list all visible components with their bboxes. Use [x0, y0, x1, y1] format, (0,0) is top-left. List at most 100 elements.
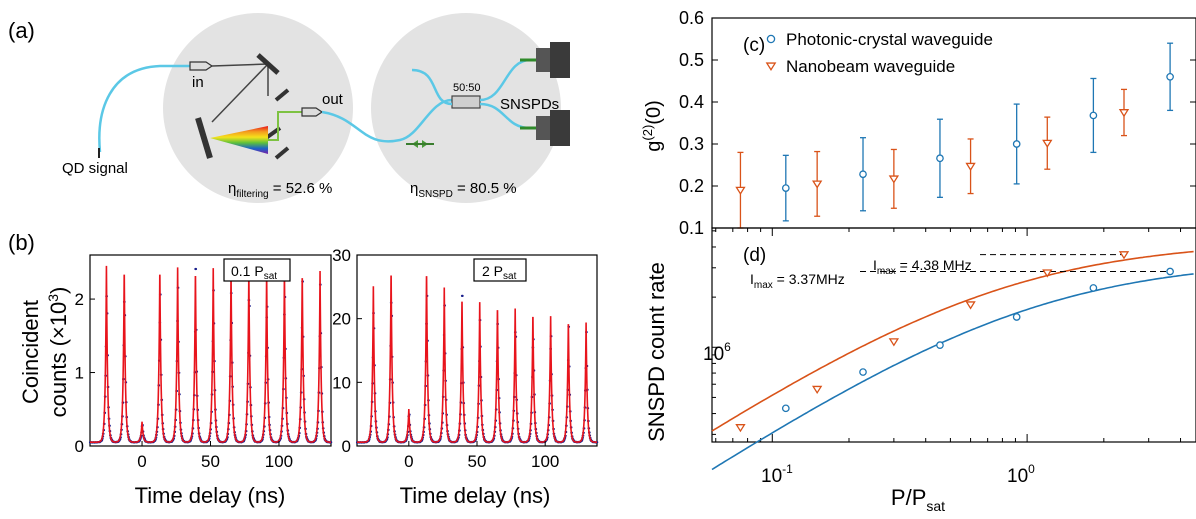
x-tick-label: 100	[531, 452, 559, 471]
data-point	[888, 338, 900, 347]
data-point	[965, 301, 976, 310]
y-tick-label: 0.4	[679, 92, 704, 112]
grating	[195, 117, 213, 159]
data-point	[936, 154, 944, 163]
b-right-plot: 0 50 100 0 10 20 30	[332, 246, 599, 471]
data-point	[735, 186, 746, 196]
output-collimator	[301, 107, 324, 117]
d-xlabel: P/Psat	[891, 485, 945, 514]
panel-a: (a) QD signal in	[8, 13, 570, 203]
data-point	[1118, 251, 1130, 260]
data-point	[1012, 313, 1021, 321]
y-tick-label: 0.3	[679, 134, 704, 154]
legend-label: Nanobeam waveguide	[786, 57, 955, 76]
c-plot: 0.1 0.2 0.3 0.4 0.5 0.6	[679, 8, 1196, 238]
input-collimator	[189, 61, 214, 71]
panel-label-b: (b)	[8, 230, 35, 255]
legend-marker	[766, 34, 776, 44]
y-tick-label: 2	[75, 290, 84, 309]
x-tick-label: 50	[468, 452, 487, 471]
d-xtick-1e-1: 10-1	[761, 462, 793, 487]
b-left-xlabel: Time delay (ns)	[135, 483, 286, 508]
x-tick-label: 0	[404, 452, 413, 471]
snspd-detector-bottom	[536, 110, 570, 146]
plot-frame	[711, 227, 1196, 443]
y-tick-label: 0	[342, 437, 351, 456]
data-point	[1166, 267, 1174, 276]
mirror-right-upper	[274, 88, 290, 102]
y-tick-label: 1	[75, 364, 84, 383]
data-point	[1089, 284, 1098, 292]
b-ylabel-line1: Coincident	[18, 300, 43, 404]
in-label: in	[192, 74, 204, 91]
data-point	[1089, 111, 1098, 120]
y-tick-label: 10	[332, 373, 351, 392]
b-left-power-box: 0.1 Psat	[223, 258, 291, 282]
fiber-connector	[412, 140, 428, 148]
data-point	[1166, 72, 1174, 81]
x-tick-label: 0	[137, 452, 146, 471]
d-ylabel: SNSPD count rate	[644, 262, 669, 442]
y-tick-label: 0.6	[679, 8, 704, 28]
imax-nb-annotation: Imax = 4.38 MHz	[873, 257, 972, 277]
svg-text:0.1 Psat: 0.1 Psat	[231, 263, 277, 282]
data-point	[888, 175, 900, 184]
legend-marker	[765, 62, 777, 72]
b-ylabel-line2: counts (×103)	[45, 287, 71, 418]
y-tick-label: 20	[332, 310, 351, 329]
data-point	[811, 385, 823, 395]
d-xtick-1e0: 100	[1007, 462, 1035, 487]
legend-label: Photonic-crystal waveguide	[786, 30, 993, 49]
fit-curve	[711, 273, 1194, 471]
imax-pc-annotation: Imax = 3.37MHz	[750, 271, 845, 291]
splitter-label: 50:50	[453, 82, 481, 94]
splitter-input-b	[411, 68, 453, 106]
panel-label-c: (c)	[743, 35, 765, 56]
d-plot	[711, 227, 1196, 471]
filtered-beam	[268, 111, 302, 141]
fit-curve	[711, 250, 1194, 432]
mirror-right-lower	[274, 146, 290, 160]
qd-signal-label: QD signal	[62, 160, 128, 177]
panel-label-d: (d)	[743, 245, 766, 266]
c-ylabel: g(2)(0)	[640, 100, 665, 151]
histogram-fit	[90, 265, 332, 443]
output-fiber	[321, 98, 453, 143]
y-tick-label: 0.2	[679, 176, 704, 196]
panel-label-a: (a)	[8, 18, 35, 43]
dispersed-spectrum	[210, 126, 268, 154]
snspds-label: SNSPDs	[500, 96, 559, 113]
filter-stage-circle	[163, 13, 353, 203]
data-point	[859, 170, 867, 179]
input-fiber	[98, 64, 190, 153]
mirror-top	[256, 53, 280, 75]
data-point	[781, 184, 790, 192]
svg-text:2 Psat: 2 Psat	[482, 263, 517, 282]
histogram-fit	[357, 275, 597, 443]
data-point	[936, 341, 944, 349]
d-ytick-1e6: 106	[703, 340, 731, 365]
data-point	[781, 404, 790, 413]
y-tick-label: 30	[332, 246, 351, 265]
beam-splitter	[451, 95, 481, 109]
snspd-detector-top	[536, 42, 570, 78]
panel-c: 0.1 0.2 0.3 0.4 0.5 0.6 (c) g(2)(0) Photonic-…	[640, 8, 1196, 238]
b-right-power-box: 2 Psat	[473, 258, 527, 282]
c-legend: Photonic-crystal waveguide Nanobeam waveg…	[765, 30, 993, 76]
y-tick-label: 0	[75, 437, 84, 456]
data-point	[1042, 269, 1053, 278]
data-point	[811, 180, 823, 189]
y-tick-label: 0.5	[679, 50, 704, 70]
beam-in	[211, 63, 269, 67]
panel-d: (d) SNSPD count rate P/Psat Imax = 3.37M…	[644, 227, 1196, 514]
data-point	[1042, 139, 1053, 148]
x-tick-label: 100	[265, 452, 293, 471]
beam-to-grating	[211, 63, 269, 123]
data-point	[1012, 140, 1021, 148]
data-point	[965, 162, 976, 172]
b-left-plot: 0 50 100 0 1 2	[75, 254, 333, 471]
data-point	[1118, 109, 1130, 118]
out-label: out	[322, 91, 344, 108]
